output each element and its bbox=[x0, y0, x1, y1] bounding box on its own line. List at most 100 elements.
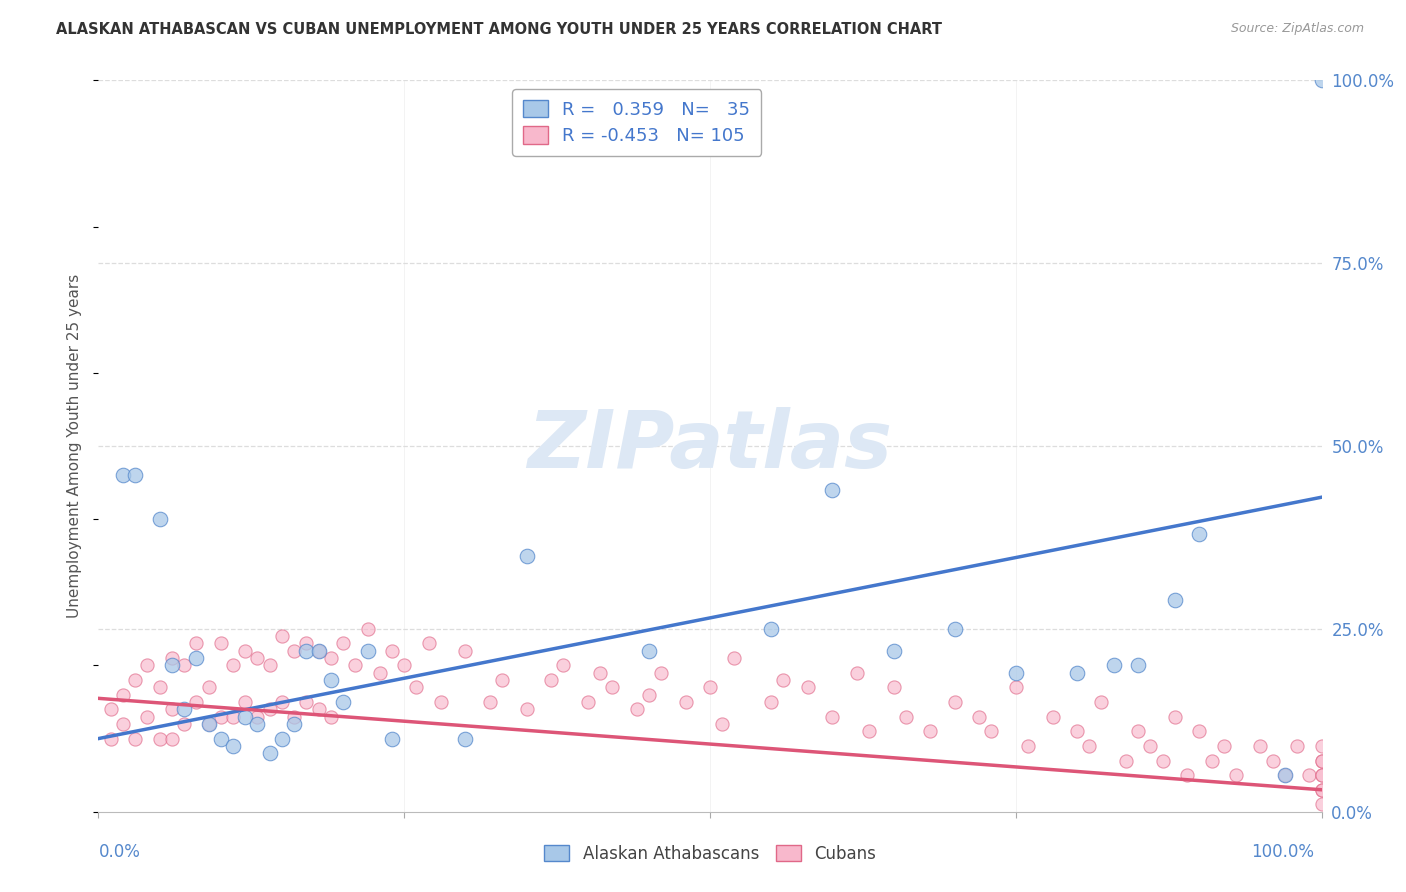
Point bbox=[124, 673, 146, 687]
Point bbox=[1310, 73, 1333, 87]
Point bbox=[821, 709, 844, 723]
Point bbox=[699, 681, 721, 695]
Point bbox=[100, 702, 122, 716]
Point bbox=[1152, 754, 1174, 768]
Point bbox=[246, 709, 269, 723]
Point bbox=[283, 709, 305, 723]
Point bbox=[943, 695, 966, 709]
Point bbox=[821, 483, 844, 497]
Point bbox=[356, 622, 378, 636]
Point bbox=[209, 731, 232, 746]
Point bbox=[638, 644, 661, 658]
Point bbox=[160, 651, 183, 665]
Point bbox=[295, 636, 318, 650]
Point bbox=[209, 636, 232, 650]
Text: 0.0%: 0.0% bbox=[98, 843, 141, 861]
Point bbox=[1310, 768, 1333, 782]
Point bbox=[600, 681, 623, 695]
Point bbox=[430, 695, 453, 709]
Point bbox=[454, 731, 477, 746]
Point bbox=[270, 731, 294, 746]
Point bbox=[308, 702, 330, 716]
Point bbox=[186, 651, 208, 665]
Point bbox=[711, 717, 734, 731]
Point bbox=[772, 673, 794, 687]
Point bbox=[124, 468, 146, 483]
Point bbox=[295, 695, 318, 709]
Point bbox=[1004, 681, 1026, 695]
Point bbox=[332, 695, 354, 709]
Point bbox=[1017, 739, 1039, 753]
Point bbox=[1310, 754, 1333, 768]
Point bbox=[1274, 768, 1296, 782]
Point bbox=[173, 702, 195, 716]
Point bbox=[1201, 754, 1223, 768]
Point bbox=[197, 717, 219, 731]
Point bbox=[319, 673, 342, 687]
Point bbox=[1128, 724, 1150, 739]
Point bbox=[1261, 754, 1284, 768]
Point bbox=[222, 658, 245, 673]
Point bbox=[381, 731, 404, 746]
Point bbox=[186, 695, 208, 709]
Point bbox=[1310, 739, 1333, 753]
Point bbox=[943, 622, 966, 636]
Point bbox=[319, 709, 342, 723]
Point bbox=[368, 665, 391, 680]
Point bbox=[259, 746, 281, 760]
Text: ZIPatlas: ZIPatlas bbox=[527, 407, 893, 485]
Point bbox=[418, 636, 440, 650]
Point bbox=[1212, 739, 1234, 753]
Point bbox=[1175, 768, 1198, 782]
Point bbox=[100, 731, 122, 746]
Point bbox=[1128, 658, 1150, 673]
Point bbox=[540, 673, 562, 687]
Point bbox=[173, 717, 195, 731]
Point bbox=[222, 709, 245, 723]
Point bbox=[136, 658, 159, 673]
Point bbox=[149, 512, 172, 526]
Point bbox=[967, 709, 990, 723]
Point bbox=[1310, 782, 1333, 797]
Point bbox=[246, 717, 269, 731]
Point bbox=[478, 695, 501, 709]
Point bbox=[111, 688, 134, 702]
Point bbox=[283, 717, 305, 731]
Point bbox=[1004, 665, 1026, 680]
Point bbox=[259, 702, 281, 716]
Point bbox=[1249, 739, 1271, 753]
Point bbox=[1066, 724, 1088, 739]
Point bbox=[883, 681, 905, 695]
Point bbox=[858, 724, 880, 739]
Point bbox=[270, 629, 294, 643]
Point bbox=[638, 688, 661, 702]
Point bbox=[797, 681, 820, 695]
Point bbox=[1225, 768, 1247, 782]
Point bbox=[1310, 797, 1333, 812]
Point bbox=[1274, 768, 1296, 782]
Point bbox=[761, 622, 783, 636]
Point bbox=[1139, 739, 1161, 753]
Point bbox=[332, 636, 354, 650]
Point bbox=[233, 644, 256, 658]
Point bbox=[1078, 739, 1101, 753]
Point bbox=[197, 681, 219, 695]
Point bbox=[173, 658, 195, 673]
Point bbox=[980, 724, 1002, 739]
Text: ALASKAN ATHABASCAN VS CUBAN UNEMPLOYMENT AMONG YOUTH UNDER 25 YEARS CORRELATION : ALASKAN ATHABASCAN VS CUBAN UNEMPLOYMENT… bbox=[56, 22, 942, 37]
Point bbox=[589, 665, 612, 680]
Point bbox=[405, 681, 427, 695]
Point bbox=[246, 651, 269, 665]
Point bbox=[160, 658, 183, 673]
Point bbox=[883, 644, 905, 658]
Point bbox=[1115, 754, 1137, 768]
Point bbox=[344, 658, 367, 673]
Point bbox=[356, 644, 378, 658]
Point bbox=[149, 681, 172, 695]
Legend: Alaskan Athabascans, Cubans: Alaskan Athabascans, Cubans bbox=[537, 838, 883, 869]
Point bbox=[124, 731, 146, 746]
Point bbox=[515, 702, 537, 716]
Point bbox=[1188, 526, 1211, 541]
Point bbox=[160, 702, 183, 716]
Y-axis label: Unemployment Among Youth under 25 years: Unemployment Among Youth under 25 years bbox=[67, 274, 83, 618]
